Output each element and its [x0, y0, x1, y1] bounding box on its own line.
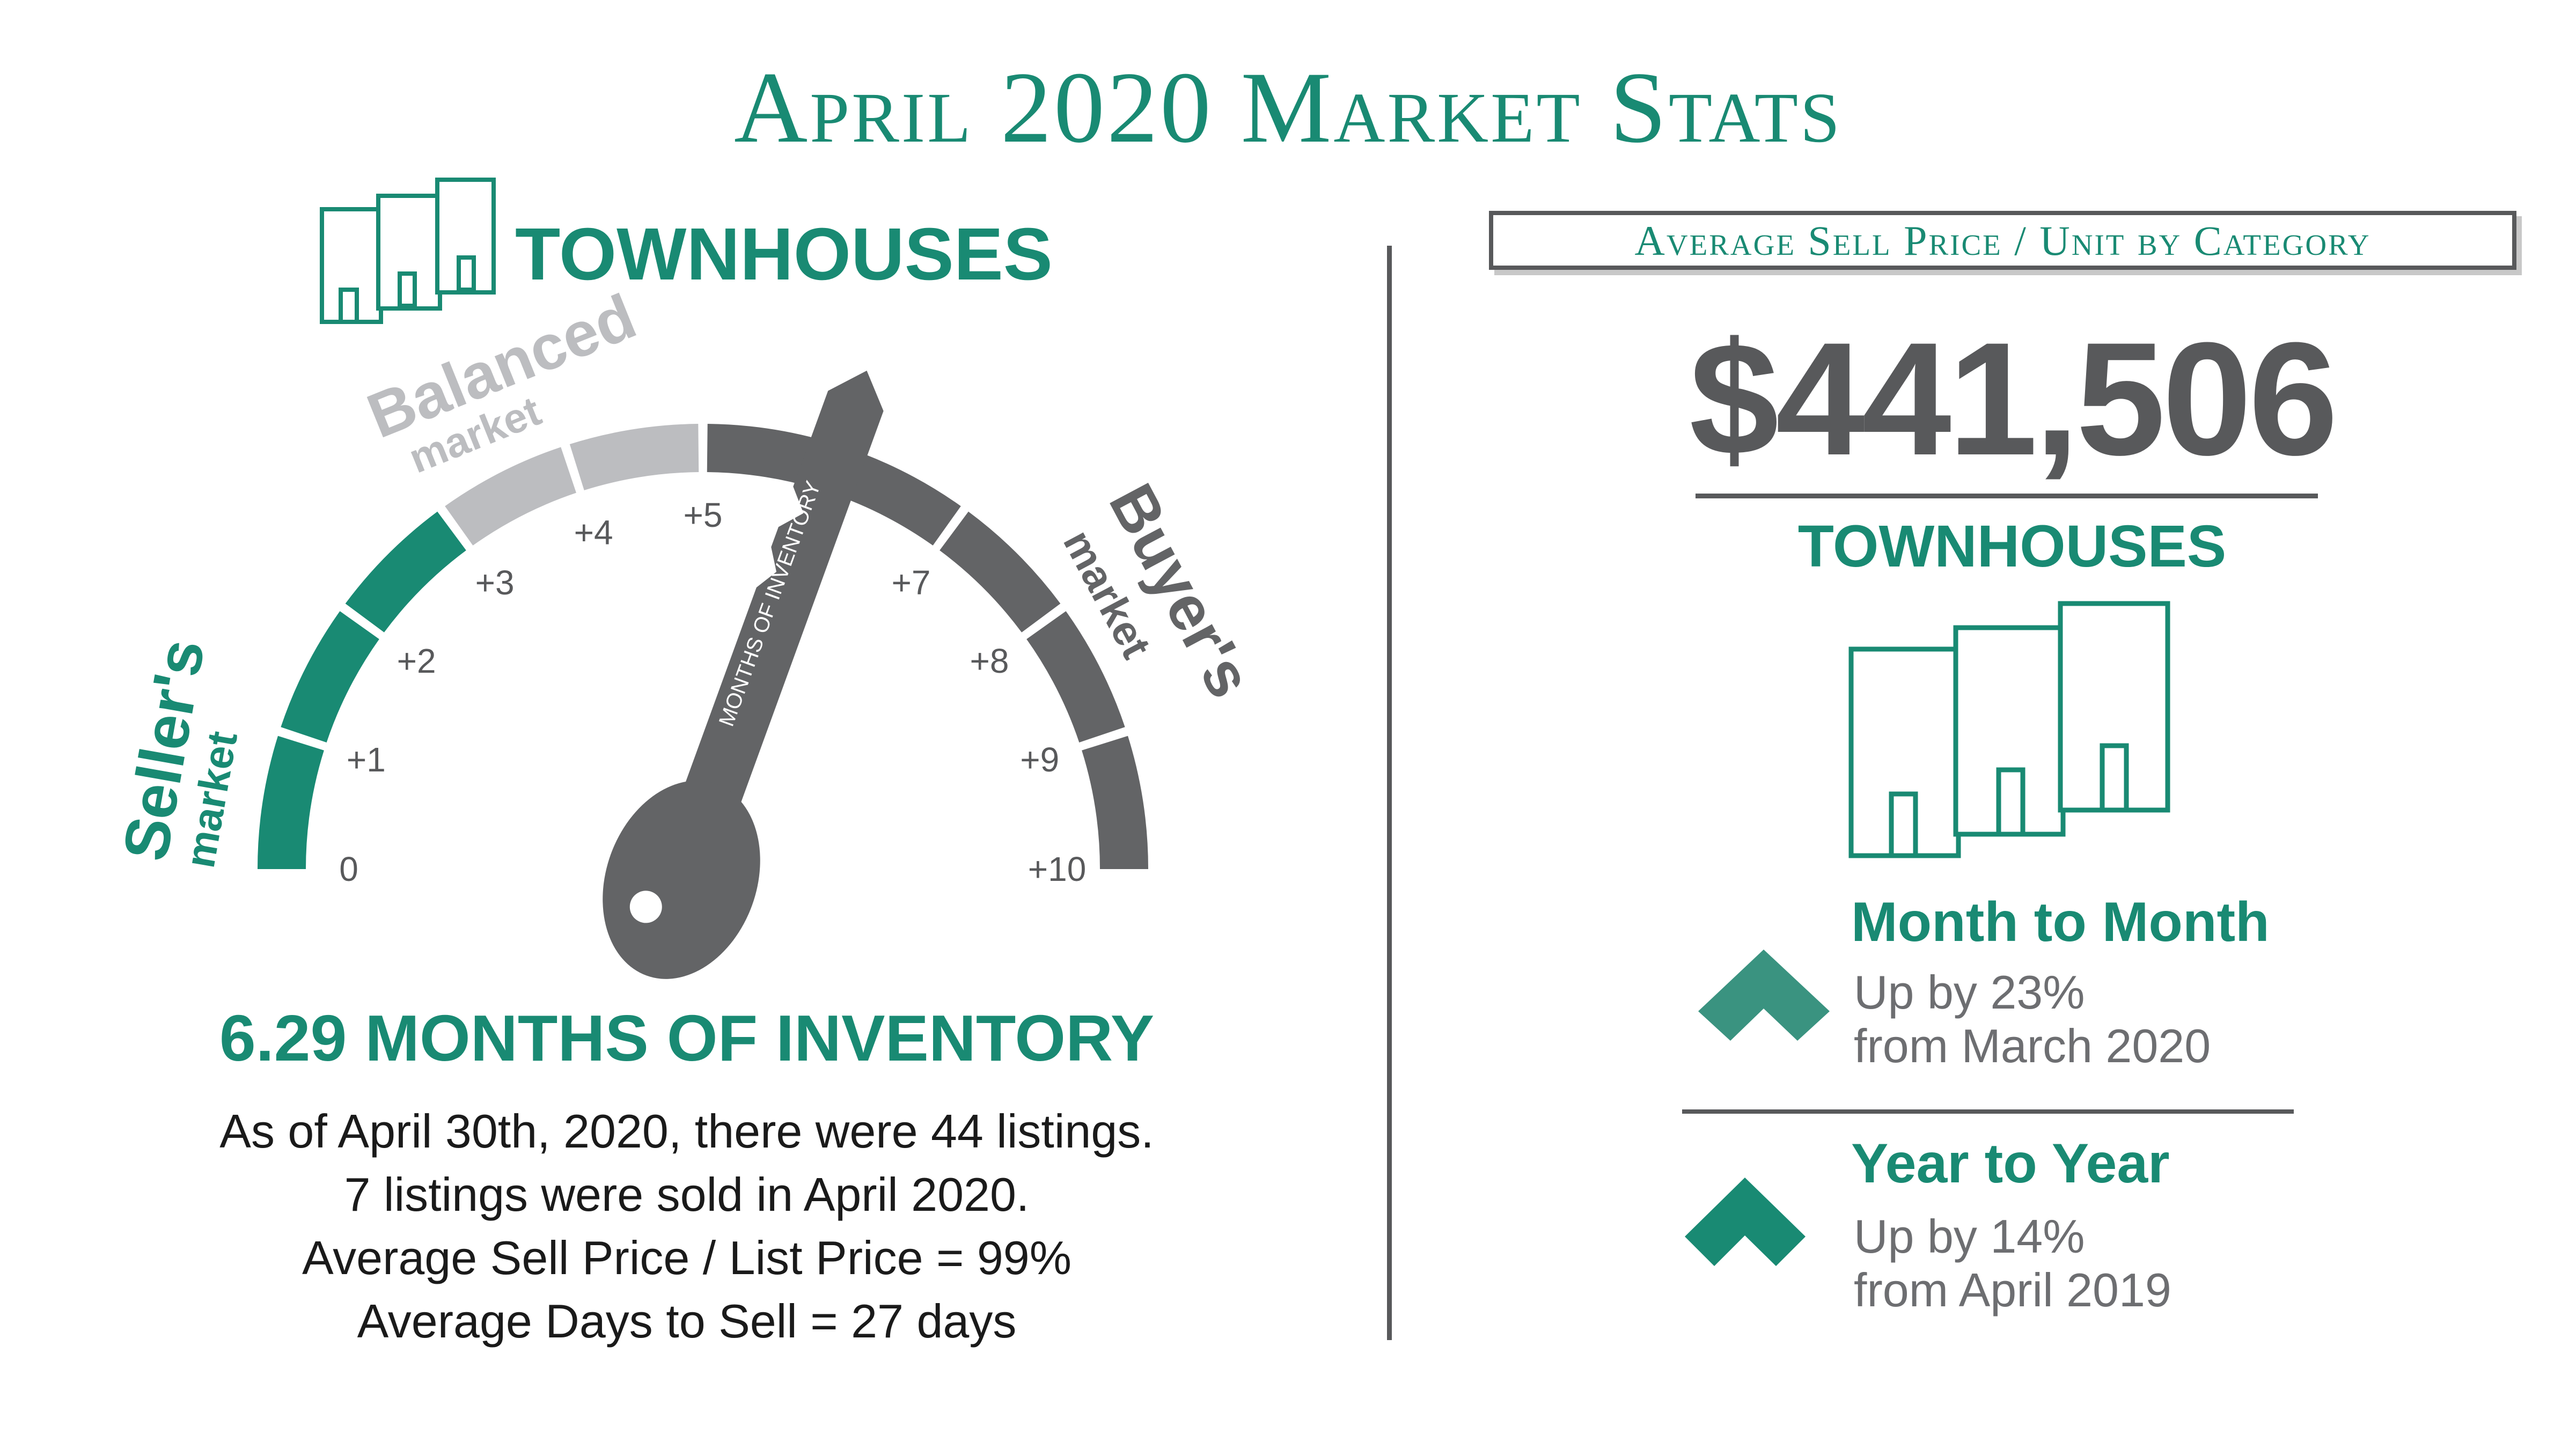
change-divider — [1682, 1109, 2294, 1114]
year-to-year-change: Up by 14% from April 2019 — [1854, 1210, 2171, 1317]
year-to-year-line: Up by 14% — [1854, 1210, 2085, 1263]
gauge-tick-label: +5 — [684, 496, 723, 534]
key-icon: MONTHS OF INVENTORY 6.29M — [603, 370, 884, 979]
gauge-tick-label: +4 — [574, 513, 613, 551]
year-to-year-line: from April 2019 — [1854, 1263, 2171, 1316]
month-to-month-change: Up by 23% from March 2020 — [1854, 966, 2211, 1073]
category-label-text: Average Sell Price / Unit by Category — [1634, 217, 2371, 264]
gauge-segment — [345, 511, 466, 632]
gauge-segment — [830, 447, 961, 546]
section-divider — [1387, 246, 1392, 1340]
left-heading: TOWNHOUSES — [515, 213, 1053, 296]
inventory-title: 6.29 MONTHS OF INVENTORY — [219, 1002, 1155, 1075]
month-to-month-title: Month to Month — [1851, 891, 2270, 953]
inventory-line: Average Days to Sell = 27 days — [357, 1294, 1017, 1348]
gauge-tick-label: +10 — [1028, 850, 1087, 888]
gauge-tick-label: +3 — [475, 563, 515, 602]
page-title: April 2020 Market Stats — [734, 52, 1842, 164]
chevron-up-icon — [1698, 950, 1830, 1041]
gauge-tick-label: +8 — [970, 642, 1009, 680]
gauge-segment — [445, 447, 576, 546]
gauge-segment — [569, 424, 699, 490]
gauge-segment — [1026, 611, 1125, 742]
inventory-line: 7 listings were sold in April 2020. — [344, 1168, 1030, 1221]
inventory-line: As of April 30th, 2020, there were 44 li… — [219, 1105, 1154, 1158]
average-sell-price: $441,506 — [1689, 308, 2338, 489]
gauge-tick-label: +2 — [397, 642, 436, 680]
townhouse-icon — [1848, 601, 2170, 858]
gauge-segment — [1082, 735, 1148, 869]
category-label: Average Sell Price / Unit by Category — [1489, 211, 2516, 270]
inventory-details: As of April 30th, 2020, there were 44 li… — [43, 1100, 1331, 1353]
gauge-tick-label: +9 — [1020, 740, 1059, 779]
year-to-year-title: Year to Year — [1851, 1132, 2170, 1195]
gauge-tick-label: 0 — [339, 850, 358, 888]
gauge-segment — [940, 511, 1061, 632]
right-heading: TOWNHOUSES — [1797, 513, 2227, 579]
inventory-line: Average Sell Price / List Price = 99% — [302, 1231, 1072, 1284]
gauge-segment — [258, 735, 324, 869]
month-to-month-line: Up by 23% — [1854, 966, 2085, 1019]
gauge-segment — [281, 611, 379, 742]
gauge-tick-label: +1 — [347, 740, 386, 779]
month-to-month-line: from March 2020 — [1854, 1019, 2211, 1072]
chevron-up-icon — [1685, 1178, 1806, 1266]
price-underline — [1696, 494, 2318, 498]
townhouse-icon — [320, 178, 496, 324]
gauge-tick-label: +7 — [891, 563, 930, 602]
